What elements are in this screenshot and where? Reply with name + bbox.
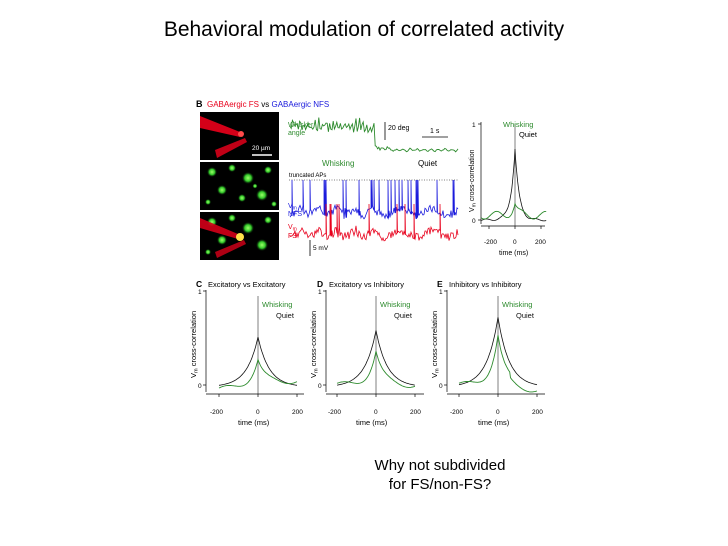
x-tick-200: 200 xyxy=(532,409,543,416)
vm-nfs-label: Vm NFS xyxy=(288,203,302,218)
x-tick-0: 0 xyxy=(496,409,500,416)
whisker-angle-label-2: angle xyxy=(288,130,305,137)
inset-ccg-chart: 1 0 -200 0 200 time (ms) Vm cross-correl… xyxy=(469,120,547,257)
ccg-panel-c: C Excitatory vs Excitatory 1 0 -200 0 200 time … xyxy=(189,279,304,427)
quiet-line xyxy=(336,330,416,386)
x-tick-0: 0 xyxy=(256,409,260,416)
x-axis-label: time (ms) xyxy=(356,418,388,427)
panel-b-title-nfs: GABAergic NFS xyxy=(271,100,329,109)
x-axis-label: time (ms) xyxy=(238,418,270,427)
inset-legend-quiet: Quiet xyxy=(519,130,538,139)
panel-title: Excitatory vs Excitatory xyxy=(208,280,286,289)
micrograph-middle xyxy=(200,162,279,210)
inset-xtick-200: 200 xyxy=(535,239,546,246)
inset-xtick-neg200: -200 xyxy=(484,239,497,246)
panel-letter: C xyxy=(196,279,202,289)
y-tick-0: 0 xyxy=(318,383,322,390)
whisking-line xyxy=(458,335,538,393)
ccg-panels: C Excitatory vs Excitatory 1 0 -200 0 200 time … xyxy=(189,279,545,427)
inset-whisking-line xyxy=(480,202,547,220)
legend-quiet: Quiet xyxy=(276,311,295,320)
legend-quiet: Quiet xyxy=(394,311,413,320)
panel-letter: E xyxy=(437,279,443,289)
vm-fs-trace xyxy=(289,203,459,242)
x-tick-neg200: -200 xyxy=(328,409,341,416)
whisking-period-label: Whisking xyxy=(322,159,354,168)
panel-b-title-vs: vs xyxy=(259,100,271,109)
y-axis-label: Vm cross-correlation xyxy=(430,311,441,378)
y-tick-1: 1 xyxy=(198,289,202,296)
panel-b-title: GABAergic FS vs GABAergic NFS xyxy=(207,100,329,109)
slide-title: Behavioral modulation of correlated acti… xyxy=(163,18,565,41)
inset-x-axis-label: time (ms) xyxy=(499,250,528,257)
x-tick-neg200: -200 xyxy=(450,409,463,416)
panel-title: Inhibitory vs Inhibitory xyxy=(449,280,522,289)
slide-note: Why not subdivided for FS/non-FS? xyxy=(360,456,520,494)
legend-whisking: Whisking xyxy=(262,300,292,309)
note-line-2: for FS/non-FS? xyxy=(388,476,492,493)
vm-fs-label: Vm FS xyxy=(288,224,299,240)
truncated-aps-label: truncated APs xyxy=(289,173,326,179)
micrograph-bottom xyxy=(200,212,279,260)
inset-y-axis-label: Vm cross-correlation xyxy=(469,149,478,212)
quiet-period-label: Quiet xyxy=(418,159,438,168)
y-tick-1: 1 xyxy=(318,289,322,296)
whisking-line xyxy=(336,351,416,388)
y-axis-label: Vm cross-correlation xyxy=(189,311,200,378)
panel-b-letter: B xyxy=(196,99,203,109)
scale-5mv-label: 5 mV xyxy=(313,245,329,252)
panel-letter: D xyxy=(317,279,323,289)
y-tick-0: 0 xyxy=(439,383,443,390)
legend-quiet: Quiet xyxy=(516,311,535,320)
quiet-line xyxy=(458,317,538,386)
x-tick-200: 200 xyxy=(292,409,303,416)
whisker-angle-trace xyxy=(289,117,459,153)
inset-xtick-0: 0 xyxy=(513,239,517,246)
legend-whisking: Whisking xyxy=(380,300,410,309)
x-axis-label: time (ms) xyxy=(478,418,510,427)
scale-20deg-label: 20 deg xyxy=(388,125,410,132)
inset-y1-label: 1 xyxy=(472,122,476,129)
micrograph-top: 20 µm xyxy=(200,112,279,160)
whisking-line xyxy=(218,358,298,389)
panel-title: Excitatory vs Inhibitory xyxy=(329,280,404,289)
note-line-1: Why not subdivided xyxy=(374,457,506,474)
y-tick-1: 1 xyxy=(439,289,443,296)
inset-legend-whisking: Whisking xyxy=(503,120,533,129)
quiet-line xyxy=(218,337,298,386)
ccg-panel-d: D Excitatory vs Inhibitory 1 0 -200 0 200 time … xyxy=(309,279,424,427)
inset-quiet-line xyxy=(481,148,547,222)
x-tick-0: 0 xyxy=(374,409,378,416)
panel-b-title-fs: GABAergic FS xyxy=(207,100,259,109)
y-tick-0: 0 xyxy=(198,383,202,390)
inset-y0-label: 0 xyxy=(472,218,476,225)
legend-whisking: Whisking xyxy=(502,300,532,309)
scale-20um-label: 20 µm xyxy=(252,145,270,152)
ccg-panel-e: E Inhibitory vs Inhibitory 1 0 -200 0 200 time … xyxy=(430,279,545,427)
scale-1s-label: 1 s xyxy=(430,128,440,135)
vm-nfs-trace xyxy=(289,179,459,220)
x-tick-neg200: -200 xyxy=(210,409,223,416)
x-tick-200: 200 xyxy=(410,409,421,416)
y-axis-label: Vm cross-correlation xyxy=(309,311,320,378)
